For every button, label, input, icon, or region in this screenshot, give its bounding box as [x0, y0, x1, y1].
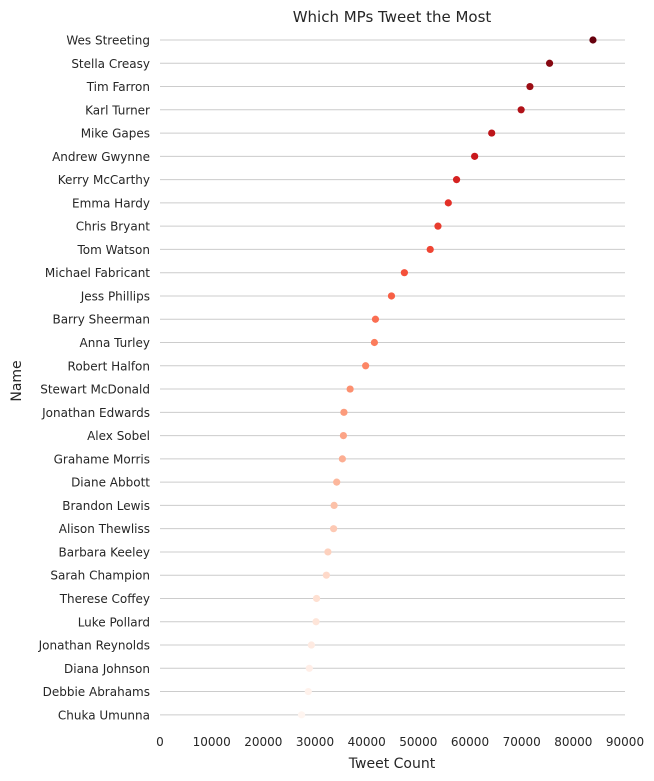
- y-tick-label: Diana Johnson: [64, 662, 150, 676]
- data-point: [312, 594, 321, 603]
- data-point: [340, 408, 348, 416]
- y-tick-label: Barbara Keeley: [59, 545, 150, 559]
- y-tick-label: Therese Coffey: [59, 592, 150, 606]
- y-tick-label: Emma Hardy: [72, 196, 150, 210]
- data-point: [330, 501, 338, 509]
- y-tick-label: Alison Thewliss: [59, 522, 150, 536]
- data-point: [400, 269, 408, 277]
- data-point: [370, 338, 379, 347]
- y-tick-label: Stella Creasy: [71, 57, 150, 71]
- y-tick-label: Alex Sobel: [87, 429, 150, 443]
- y-tick-label: Jonathan Reynolds: [38, 639, 150, 653]
- y-tick-label: Tom Watson: [77, 243, 151, 257]
- y-tick-label: Chuka Umunna: [58, 708, 150, 722]
- x-tick-label: 40000: [348, 735, 386, 749]
- data-point: [322, 571, 330, 579]
- data-point: [338, 455, 346, 463]
- data-point: [304, 687, 312, 696]
- x-tick-label: 70000: [503, 735, 541, 749]
- x-tick-label: 50000: [399, 735, 437, 749]
- x-tick-label: 20000: [244, 735, 282, 749]
- data-point: [333, 478, 341, 486]
- chart-title: Which MPs Tweet the Most: [293, 8, 492, 26]
- x-tick-label: 60000: [451, 735, 489, 749]
- data-point: [526, 82, 534, 91]
- x-tick-label: 30000: [296, 735, 334, 749]
- data-point: [426, 245, 434, 254]
- y-tick-label: Sarah Champion: [50, 569, 150, 583]
- data-point: [324, 548, 332, 556]
- x-axis-label: Tweet Count: [348, 756, 436, 772]
- data-point: [297, 711, 306, 719]
- data-point: [471, 152, 479, 160]
- y-tick-label: Chris Bryant: [76, 220, 151, 234]
- data-point: [307, 641, 315, 649]
- data-points: [297, 36, 597, 719]
- data-point: [488, 129, 496, 137]
- data-point: [452, 176, 461, 184]
- data-point: [305, 664, 313, 672]
- y-tick-label: Karl Turner: [85, 103, 150, 117]
- x-axis-tick-labels: 0 10000 20000 30000 40000 50000 60000 70000 8000…: [156, 735, 644, 749]
- data-point: [362, 362, 370, 370]
- y-tick-label: Diane Abbott: [71, 476, 150, 490]
- y-tick-label: Stewart McDonald: [40, 383, 150, 397]
- y-tick-label: Debbie Abrahams: [43, 685, 150, 699]
- x-tick-label: 0: [156, 735, 164, 749]
- data-point: [589, 36, 597, 44]
- data-point: [371, 315, 380, 323]
- data-point: [545, 59, 554, 67]
- x-tick-label: 90000: [606, 735, 644, 749]
- y-tick-label: Wes Streeting: [66, 34, 150, 48]
- y-tick-label: Mike Gapes: [81, 127, 150, 141]
- data-point: [434, 222, 442, 230]
- y-tick-label: Grahame Morris: [54, 452, 150, 466]
- y-tick-label: Anna Turley: [80, 336, 150, 350]
- y-tick-label: Jess Phillips: [80, 289, 150, 303]
- y-tick-label: Tim Farron: [86, 80, 150, 94]
- y-tick-label: Robert Halfon: [68, 359, 150, 373]
- data-point: [444, 199, 452, 207]
- x-tick-label: 80000: [554, 735, 592, 749]
- x-tick-label: 10000: [193, 735, 231, 749]
- data-point: [517, 106, 525, 114]
- data-point: [346, 385, 354, 393]
- data-point: [330, 525, 338, 533]
- y-tick-label: Kerry McCarthy: [58, 173, 150, 187]
- y-tick-label: Barry Sheerman: [52, 313, 150, 327]
- gridlines: [160, 39, 625, 716]
- y-tick-label: Jonathan Edwards: [41, 406, 150, 420]
- y-tick-label: Brandon Lewis: [62, 499, 150, 513]
- y-tick-label: Michael Fabricant: [45, 266, 150, 280]
- y-axis-tick-labels: Wes Streeting Stella Creasy Tim Farron Karl…: [38, 34, 151, 723]
- data-point: [312, 618, 320, 626]
- data-point: [339, 431, 348, 440]
- y-axis-label: Name: [9, 360, 25, 401]
- data-point: [387, 292, 396, 300]
- y-tick-label: Andrew Gwynne: [52, 150, 150, 164]
- y-tick-label: Luke Pollard: [78, 615, 150, 629]
